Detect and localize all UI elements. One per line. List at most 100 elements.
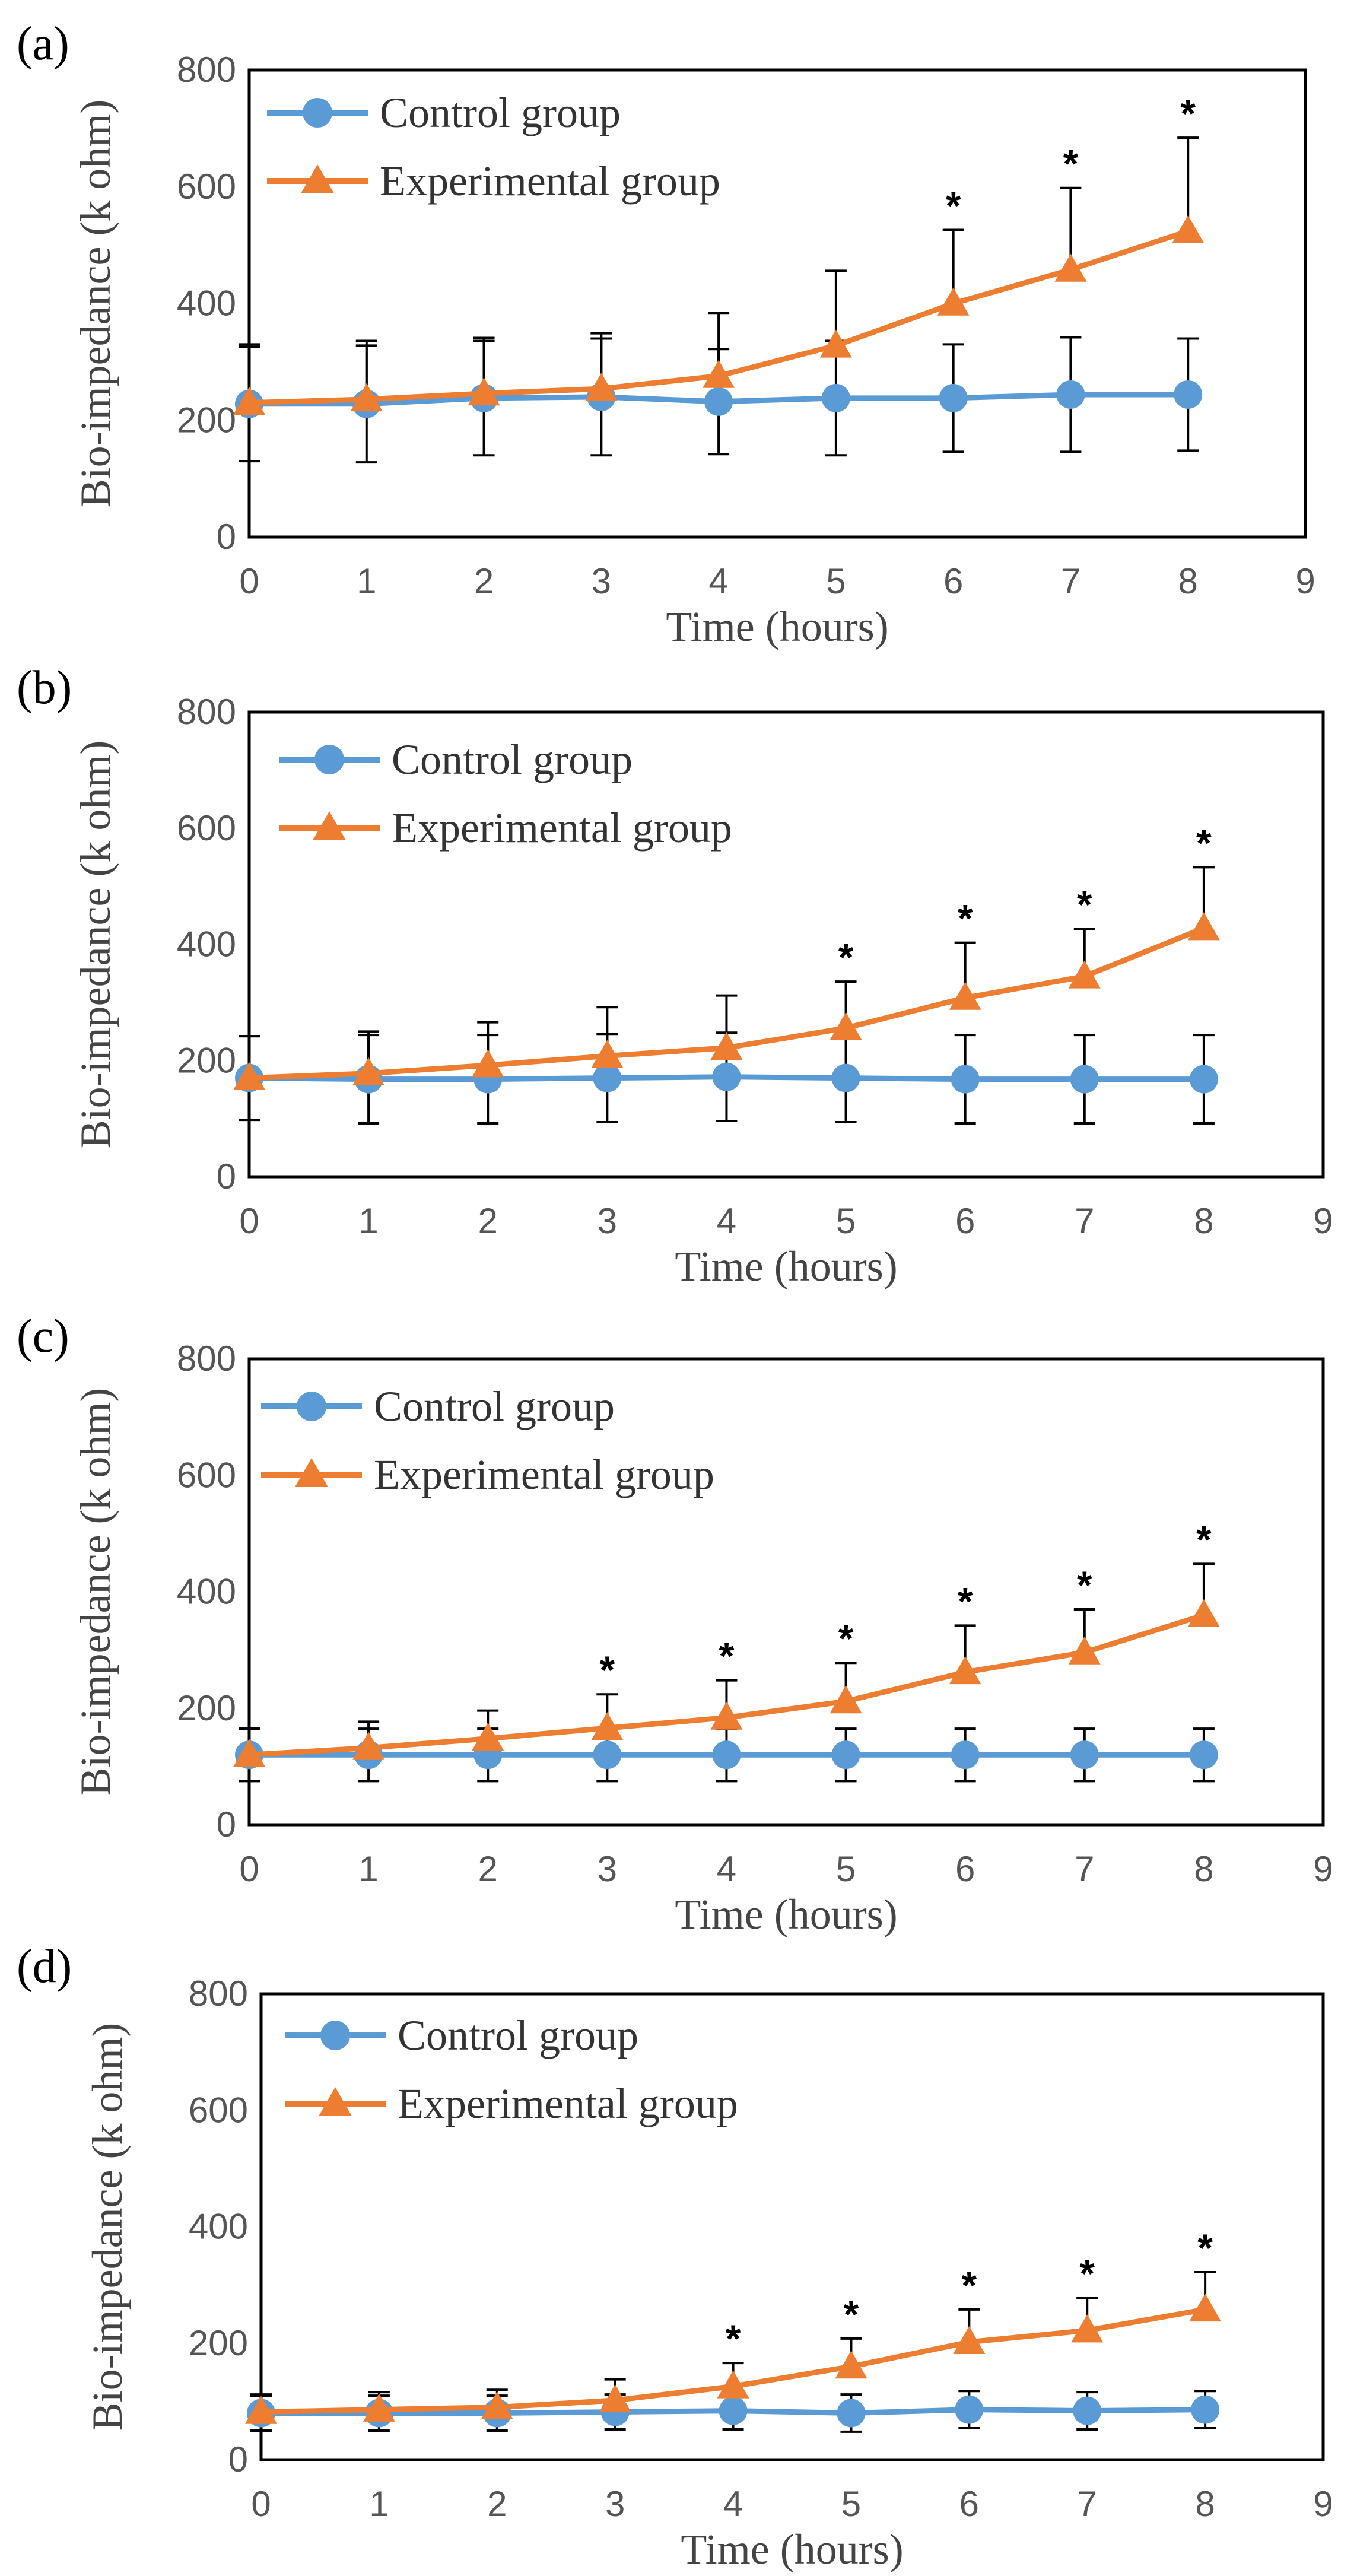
data-point-triangle [830, 1012, 862, 1040]
data-point-circle [831, 1063, 860, 1092]
legend-marker-triangle [319, 2087, 352, 2116]
data-point-triangle [1054, 253, 1087, 282]
x-tick-label: 9 [1295, 561, 1315, 601]
legend-item-experimental: Experimental group [279, 804, 732, 852]
x-axis-title: Time (hours) [675, 1243, 897, 1290]
legend-marker-triangle [295, 1458, 328, 1487]
legend-label: Control group [392, 736, 633, 783]
x-tick-label: 1 [369, 2484, 389, 2524]
x-tick-label: 3 [605, 2484, 625, 2524]
legend-item-experimental: Experimental group [267, 157, 720, 205]
legend: Control group Experimental group [267, 89, 720, 205]
data-point-triangle [245, 2396, 277, 2424]
significance-star: * [1197, 2226, 1213, 2270]
x-tick-label: 4 [717, 1849, 736, 1889]
data-point-circle [704, 387, 733, 416]
significance-star: * [726, 2317, 741, 2361]
data-point-triangle [352, 1732, 385, 1760]
data-point-triangle [1187, 912, 1220, 941]
x-tick-label: 8 [1195, 2484, 1215, 2524]
data-point-triangle [710, 1701, 743, 1730]
x-tick-label: 7 [1078, 2484, 1097, 2524]
x-tick-label: 1 [358, 1201, 378, 1241]
x-tick-label: 5 [841, 2484, 861, 2524]
data-point-triangle [591, 1040, 624, 1068]
x-tick-label: 7 [1075, 1201, 1094, 1241]
x-tick-label: 0 [239, 1201, 259, 1241]
significance-star: * [599, 1648, 615, 1692]
x-tick-label: 6 [955, 1201, 975, 1241]
x-tick-label: 0 [239, 561, 259, 601]
legend-label: Experimental group [380, 157, 720, 205]
data-point-circle [593, 1063, 622, 1092]
y-axis-title: Bio-impedance (k ohm) [72, 741, 119, 1149]
chart-panel-b: (b) 0 200 400 600 800 0 1 2 3 4 5 6 7 8 9 Time (hours) Bi… [17, 662, 1333, 1290]
x-tick-label: 0 [251, 2484, 271, 2524]
significance-star: * [1180, 91, 1196, 135]
data-point-circle [1056, 380, 1085, 409]
x-tick-label: 1 [358, 1849, 378, 1889]
y-tick-label: 0 [217, 517, 236, 557]
significance-star: * [844, 2292, 859, 2336]
significance-star: * [1063, 142, 1079, 186]
legend: Control group Experimental group [285, 2012, 738, 2127]
plot-frame [247, 710, 1325, 1179]
legend-marker-triangle [301, 164, 334, 193]
x-tick-label: 3 [592, 561, 611, 601]
y-tick-label: 400 [189, 2207, 248, 2247]
panel-label: (b) [17, 662, 72, 714]
chart-panel-c: (c) 0 200 400 600 800 0 1 2 3 4 5 6 7 8 9 Time (hours) Bi… [17, 1310, 1333, 1938]
chart-panel-d: (d) 0 200 400 600 800 0 1 2 3 4 5 6 7 8 9 Time (hours) Bi… [17, 1940, 1333, 2573]
data-point-triangle [1068, 960, 1101, 989]
x-tick-label: 9 [1313, 2484, 1333, 2524]
x-tick-label: 3 [598, 1201, 617, 1241]
data-point-triangle [481, 2391, 513, 2419]
data-point-triangle [1071, 2314, 1104, 2343]
data-point-triangle [835, 2351, 867, 2379]
data-point-circle [939, 383, 968, 412]
significance-star: * [1196, 821, 1212, 865]
x-tick-label: 8 [1194, 1849, 1213, 1889]
panel-label: (d) [17, 1940, 72, 1993]
data-point-triangle [472, 1049, 504, 1078]
data-point-circle [593, 1740, 622, 1770]
data-point-circle [951, 1740, 980, 1770]
data-point-circle [955, 2395, 984, 2424]
data-point-circle [837, 2399, 866, 2428]
data-point-triangle [233, 1062, 265, 1090]
y-tick-label: 800 [177, 50, 236, 90]
series-experimental [233, 136, 1205, 415]
data-point-circle [1189, 1740, 1218, 1770]
data-point-triangle [585, 373, 618, 401]
x-tick-label: 8 [1178, 561, 1198, 601]
data-point-circle [1073, 2396, 1102, 2425]
series-experimental [233, 866, 1220, 1090]
legend-label: Experimental group [374, 1451, 714, 1498]
data-point-circle [712, 1740, 741, 1770]
y-tick-label: 0 [217, 1157, 236, 1196]
legend-marker-circle [314, 745, 344, 774]
x-tick-label: 7 [1075, 1849, 1094, 1889]
y-tick-label: 200 [177, 1040, 236, 1080]
significance-star: * [719, 1634, 735, 1678]
significance-star: * [838, 935, 854, 979]
data-point-triangle [468, 377, 500, 406]
data-point-circle [719, 2396, 748, 2425]
x-tick-label: 6 [955, 1849, 975, 1889]
legend-item-control: Control group [279, 736, 633, 783]
legend-label: Experimental group [398, 2080, 738, 2127]
x-tick-label: 2 [487, 2484, 507, 2524]
panel-label: (c) [17, 1310, 69, 1362]
legend-marker-triangle [313, 811, 346, 840]
significance-star: * [946, 184, 961, 228]
y-tick-label: 600 [177, 808, 236, 848]
y-tick-label: 800 [177, 1339, 236, 1378]
data-point-circle [1191, 2395, 1220, 2424]
legend-label: Control group [374, 1383, 615, 1430]
legend-label: Experimental group [392, 804, 732, 852]
data-point-circle [1070, 1065, 1099, 1094]
x-tick-label: 4 [723, 2484, 743, 2524]
x-tick-label: 5 [836, 1849, 856, 1889]
x-tick-label: 9 [1313, 1849, 1333, 1889]
